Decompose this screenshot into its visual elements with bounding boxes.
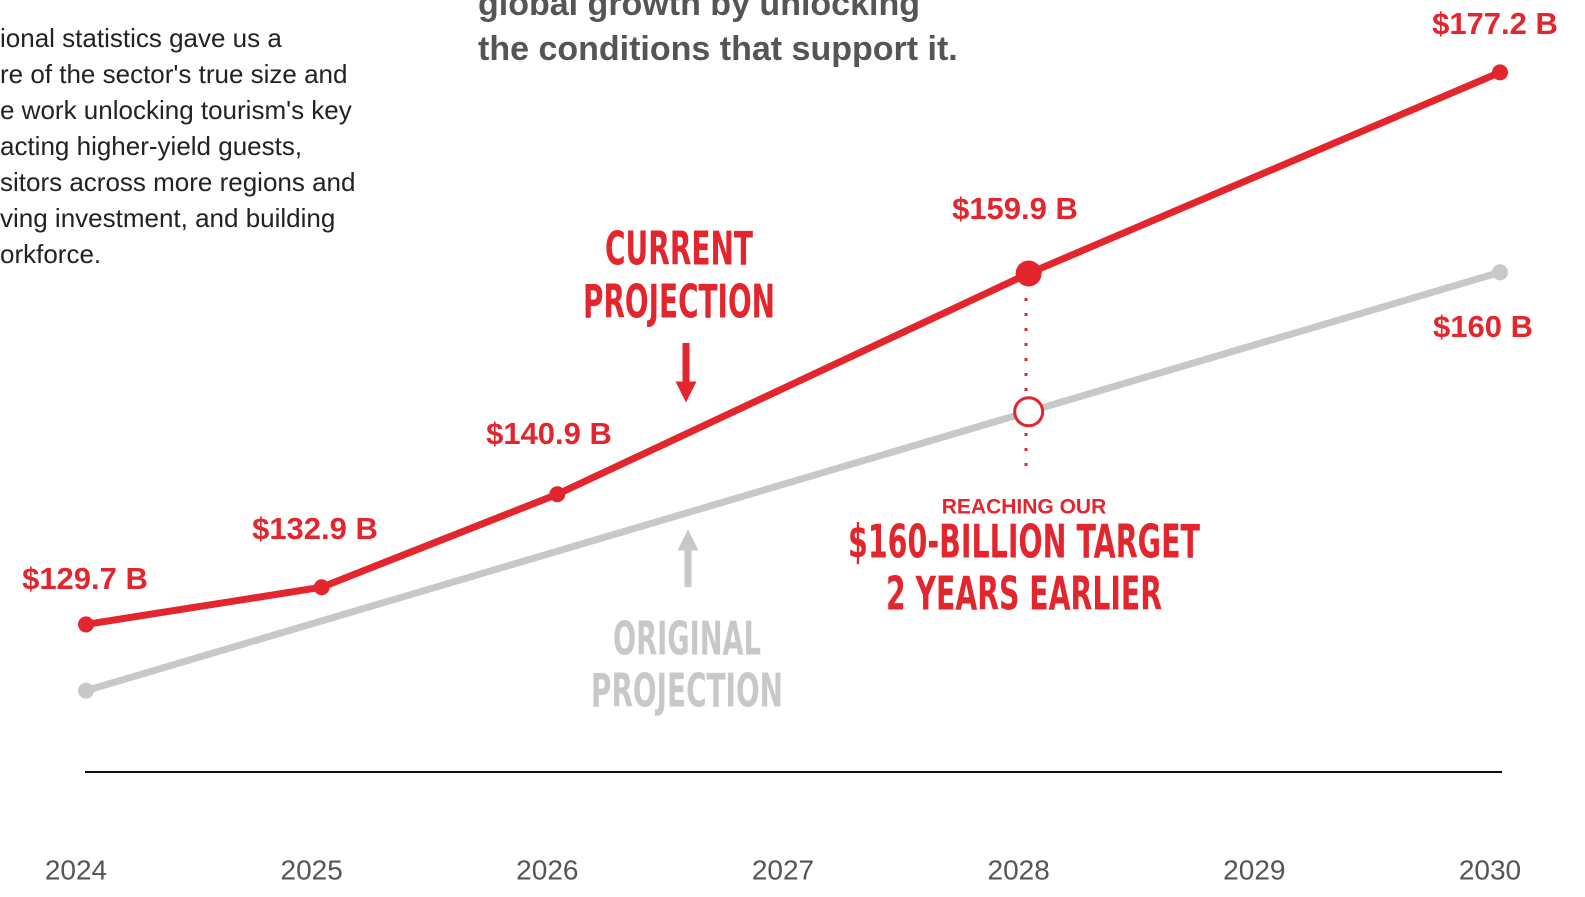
value-label: $177.2 B <box>1432 6 1558 41</box>
value-label: $129.7 B <box>22 561 148 596</box>
x-tick-label: 2028 <box>988 854 1050 885</box>
point <box>78 616 94 633</box>
point <box>1015 260 1042 287</box>
intro-text: e work unlocking tourism's key <box>0 95 352 125</box>
headline: the conditions that support it. <box>478 30 958 68</box>
x-tick-label: 2030 <box>1459 854 1521 885</box>
original-label: PROJECTION <box>591 664 783 718</box>
line <box>85 268 1501 695</box>
x-tick-label: 2029 <box>1223 854 1285 885</box>
x-tick-label: 2025 <box>281 854 343 885</box>
target-kicker: REACHING OUR <box>942 496 1107 519</box>
point <box>1492 64 1508 81</box>
x-tick-label: 2026 <box>516 854 578 885</box>
point <box>313 579 330 596</box>
current-label: PROJECTION <box>583 275 775 329</box>
point <box>549 486 566 503</box>
intro-text: acting higher-yield guests, <box>0 131 302 161</box>
x-tick-label: 2027 <box>752 854 814 885</box>
point <box>1492 264 1508 281</box>
intro-text: sitors across more regions and <box>0 167 355 197</box>
original-label: ORIGINAL <box>613 612 761 666</box>
intro-text: ving investment, and building <box>0 203 335 233</box>
current-label: CURRENT <box>605 222 753 276</box>
headline: global growth by unlocking <box>478 0 920 23</box>
point <box>78 682 94 699</box>
value-label: $159.9 B <box>952 191 1078 226</box>
point <box>1013 396 1045 428</box>
intro-text: ional statistics gave us a <box>0 23 282 53</box>
target-label: 2 YEARS EARLIER <box>886 567 1162 621</box>
target-label: $160-BILLION TARGET <box>848 515 1200 569</box>
intro-text: re of the sector's true size and <box>0 59 347 89</box>
intro-text: orkforce. <box>0 239 101 269</box>
value-label: $140.9 B <box>486 416 612 451</box>
x-tick-label: 2024 <box>45 854 107 885</box>
value-label: $160 B <box>1433 309 1533 344</box>
value-label: $132.9 B <box>252 511 378 546</box>
